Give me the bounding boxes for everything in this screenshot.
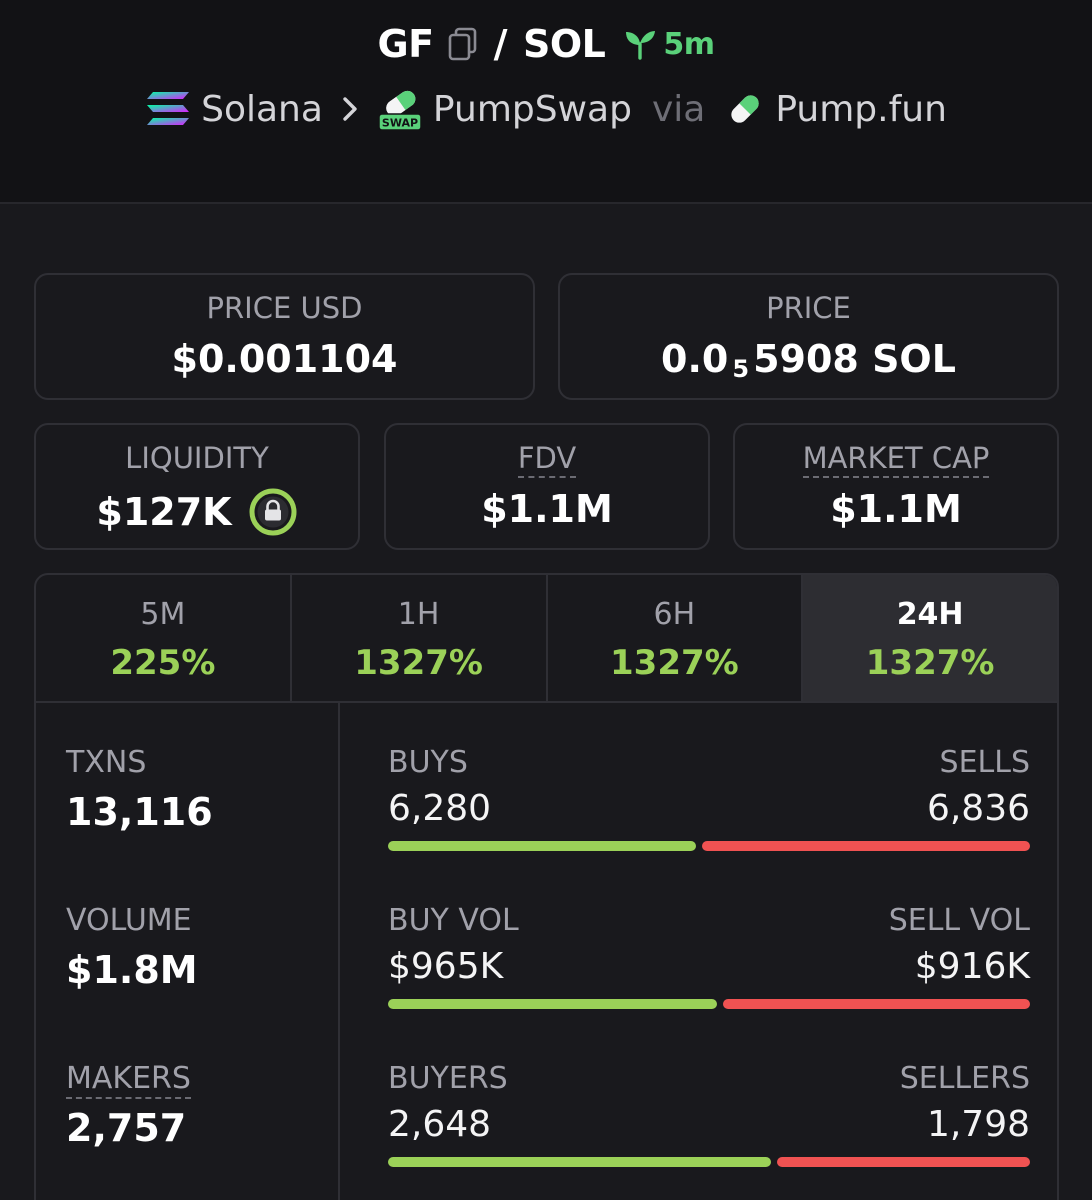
price-native-digits: 5908 [753, 337, 859, 381]
tab-label: 6H [653, 597, 696, 632]
dex-link[interactable]: PumpSwap [432, 88, 632, 130]
liquidity-card: LIQUIDITY $127K [34, 423, 360, 550]
tab-change: 1327% [865, 643, 995, 683]
volume-value: $1.8M [66, 948, 198, 992]
buys-sells-split: BUYS SELLS 6,280 6,836 [388, 745, 1030, 851]
pair-age: 5m [663, 26, 715, 62]
buys-label: BUYS [388, 745, 468, 780]
tab-6h[interactable]: 6H 1327% [548, 575, 804, 701]
buys-value: 6,280 [388, 788, 492, 829]
tab-label: 24H [896, 597, 964, 632]
price-native-label: PRICE [766, 291, 851, 325]
sprout-icon [623, 28, 663, 60]
volume-metric: VOLUME $1.8M [66, 903, 198, 992]
buy-vol-value: $965K [388, 946, 504, 987]
price-native-prefix: 0.0 [661, 337, 729, 381]
quote-symbol: SOL [523, 22, 606, 66]
liquidity-value-row: $127K [36, 487, 358, 537]
tab-label: 5M [140, 597, 186, 632]
sell-bar [776, 1157, 1030, 1167]
route-breadcrumb: Solana SWAP PumpSwap via [0, 86, 1092, 132]
price-usd-value: $0.001104 [171, 337, 398, 381]
liquidity-value: $127K [96, 490, 232, 534]
launchpad-link[interactable]: Pump.fun [775, 88, 947, 130]
makers-value: 2,757 [66, 1106, 187, 1150]
sells-label: SELLS [939, 745, 1030, 780]
market-cap-value: $1.1M [830, 487, 962, 531]
copy-icon[interactable] [448, 27, 478, 61]
tab-change: 225% [110, 643, 216, 683]
buy-bar [388, 841, 696, 851]
lock-icon[interactable] [248, 487, 298, 537]
buyers-sellers-split: BUYERS SELLERS 2,648 1,798 [388, 1061, 1030, 1167]
price-native-card: PRICE 0.0 5 5908 SOL [558, 273, 1059, 400]
market-cap-card: MARKET CAP $1.1M [733, 423, 1059, 550]
price-usd-card: PRICE USD $0.001104 [34, 273, 535, 400]
makers-label[interactable]: MAKERS [66, 1061, 191, 1099]
solana-logo-icon [145, 90, 191, 128]
tab-24h[interactable]: 24H 1327% [803, 575, 1057, 701]
chain-link[interactable]: Solana [201, 88, 323, 130]
tab-change: 1327% [610, 643, 739, 683]
pair-header: GF / SOL 5m [0, 0, 1092, 204]
fdv-value: $1.1M [481, 487, 613, 531]
base-symbol: GF [377, 22, 434, 66]
sell-vol-label: SELL VOL [888, 903, 1030, 938]
tab-5m[interactable]: 5M 225% [36, 575, 292, 701]
txns-label: TXNS [66, 745, 147, 780]
tab-label: 1H [397, 597, 440, 632]
fdv-card: FDV $1.1M [384, 423, 710, 550]
metrics-column: TXNS 13,116 VOLUME $1.8M MAKERS 2,757 [36, 703, 340, 1200]
market-cap-label[interactable]: MARKET CAP [802, 441, 990, 478]
sellers-label: SELLERS [899, 1061, 1030, 1096]
buyers-sellers-bar [388, 1157, 1030, 1167]
buy-bar [388, 999, 718, 1009]
sell-bar [723, 999, 1030, 1009]
price-native-value: 0.0 5 5908 SOL [560, 337, 1057, 383]
timeframe-tabs: 5M 225% 1H 1327% 6H 1327% 24H 1327% [36, 575, 1057, 703]
sellers-value: 1,798 [926, 1104, 1030, 1145]
price-native-zero-count: 5 [732, 355, 750, 383]
buy-sell-volume-split: BUY VOL SELL VOL $965K $916K [388, 903, 1030, 1009]
volume-label: VOLUME [66, 903, 192, 938]
buyers-label: BUYERS [388, 1061, 508, 1096]
buys-sells-bar [388, 841, 1030, 851]
makers-metric: MAKERS 2,757 [66, 1061, 191, 1150]
price-usd-label: PRICE USD [206, 291, 363, 325]
buyers-value: 2,648 [388, 1104, 492, 1145]
buy-sell-volume-bar [388, 999, 1030, 1009]
sell-bar [701, 841, 1030, 851]
tab-change: 1327% [354, 643, 483, 683]
pair-title: GF / SOL 5m [0, 22, 1092, 66]
pair-separator: / [493, 22, 508, 66]
sell-vol-value: $916K [914, 946, 1030, 987]
fdv-label[interactable]: FDV [517, 441, 577, 478]
tab-1h[interactable]: 1H 1327% [292, 575, 548, 701]
buy-bar [388, 1157, 771, 1167]
txns-value: 13,116 [66, 790, 213, 834]
svg-text:SWAP: SWAP [382, 117, 418, 130]
pill-icon [725, 89, 765, 129]
stats-panel: 5M 225% 1H 1327% 6H 1327% 24H 1327% TXNS… [34, 573, 1059, 1200]
price-native-unit: SOL [872, 337, 956, 381]
buy-vol-label: BUY VOL [388, 903, 519, 938]
sells-value: 6,836 [926, 788, 1030, 829]
via-text: via [651, 88, 706, 130]
txns-metric: TXNS 13,116 [66, 745, 213, 834]
chevron-right-icon [341, 96, 359, 122]
pair-age-badge: 5m [623, 26, 715, 62]
pumpswap-logo-icon: SWAP [377, 86, 423, 132]
liquidity-label: LIQUIDITY [125, 441, 269, 475]
